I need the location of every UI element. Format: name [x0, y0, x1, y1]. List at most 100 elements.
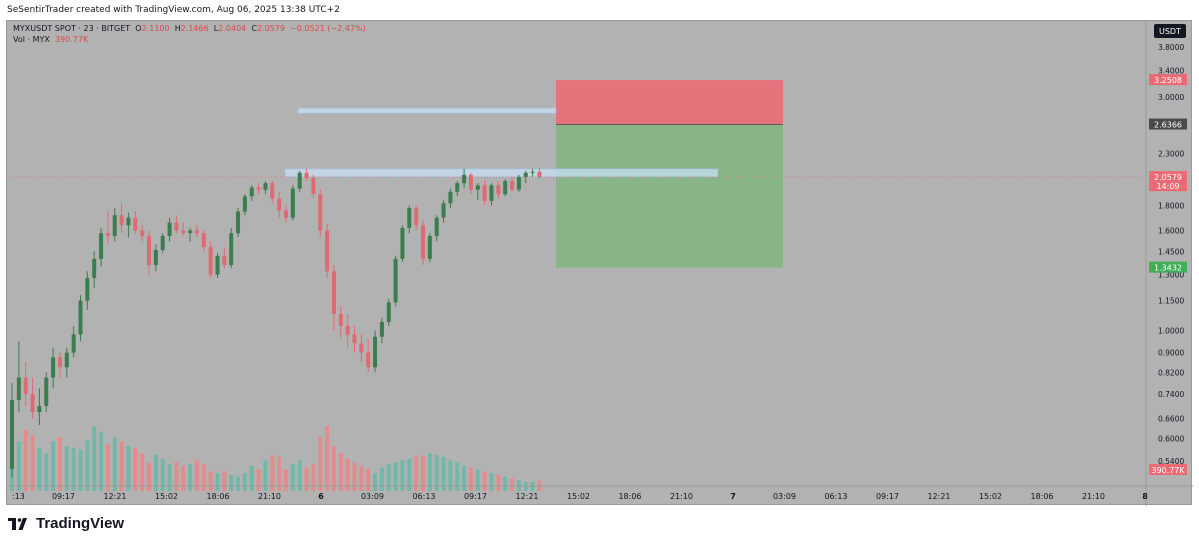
candle-body: [462, 174, 467, 184]
legend-change: −0.0521 (−2.47%): [290, 24, 366, 33]
candle-body: [126, 217, 131, 226]
y-tick-label: 0.5400: [1158, 457, 1184, 466]
volume-bar: [297, 460, 302, 491]
x-tick-label: 18:06: [206, 492, 229, 501]
candle-body: [222, 255, 227, 266]
candle-body: [215, 255, 220, 275]
volume-bar: [112, 437, 117, 491]
volume-bar: [167, 464, 172, 491]
candle-body: [345, 326, 350, 335]
candle-body: [489, 185, 494, 201]
candle-body: [482, 185, 487, 201]
candle-body: [37, 405, 42, 413]
currency-badge: [1154, 24, 1186, 38]
candle-body: [338, 313, 343, 327]
volume-bar: [242, 473, 247, 491]
volume-bar: [331, 446, 336, 491]
volume-bar: [455, 462, 460, 491]
y-tick-label: 3.0000: [1158, 93, 1184, 102]
x-tick-label: 12:21: [927, 492, 950, 501]
candle-body: [414, 207, 419, 226]
candle-body: [160, 235, 165, 250]
candle-body: [105, 233, 110, 236]
candle-body: [407, 207, 412, 228]
candle-body: [263, 183, 268, 190]
legend-low-label: L: [213, 24, 219, 33]
candle-body: [85, 277, 90, 301]
volume-bar: [270, 455, 275, 491]
volume-bar: [208, 471, 213, 491]
x-tick-label: 7: [730, 492, 736, 501]
candle-body: [236, 211, 241, 234]
volume-bar: [414, 456, 419, 491]
volume-bar: [147, 462, 151, 491]
volume-bar: [153, 455, 158, 491]
volume-bar: [284, 469, 288, 491]
candle-body: [44, 377, 49, 406]
volume-bar: [290, 464, 295, 491]
volume-bar: [325, 426, 330, 491]
volume-bar: [510, 478, 515, 491]
legend-high-label: H: [174, 24, 181, 33]
header-credit: SeSentirTrader created with TradingView.…: [7, 5, 340, 15]
x-tick-label: 06:13: [412, 492, 435, 501]
candle-body: [147, 235, 151, 266]
x-tick-label: 21:10: [670, 492, 693, 501]
volume-bar: [229, 474, 234, 491]
candle-body: [386, 302, 391, 322]
candle-body: [379, 321, 384, 337]
volume-bar: [119, 441, 124, 491]
volume-bar: [23, 429, 28, 491]
volume-bar: [188, 464, 193, 491]
candle-body: [468, 174, 473, 190]
candle-body: [318, 194, 323, 231]
candle-body: [119, 215, 124, 226]
candle-body: [448, 191, 453, 204]
candle-body: [208, 247, 213, 275]
candle-body: [112, 215, 117, 236]
volume-bar: [126, 446, 131, 491]
candle-body: [496, 185, 501, 195]
price-chart[interactable]: USDT 3.8000 3.4000 3.0000 2.3000 1.8000 1.6000…: [7, 21, 1193, 506]
x-tick-label: 21:10: [258, 492, 281, 501]
x-tick-label: 18:06: [1030, 492, 1053, 501]
volume-bar: [359, 465, 364, 491]
volume-bar: [140, 453, 145, 491]
y-tick-label: 0.6000: [1158, 435, 1184, 444]
candle-body: [270, 183, 275, 199]
price-label-volume: [1149, 464, 1187, 475]
candle-body: [153, 249, 158, 266]
volume-bar: [174, 462, 179, 491]
y-tick-label: 3.4000: [1158, 67, 1184, 76]
x-tick-label: 09:17: [876, 492, 899, 501]
volume-bar: [434, 455, 439, 491]
candle-body: [57, 357, 62, 368]
candle-body: [441, 203, 446, 218]
volume-bar: [71, 447, 76, 491]
price-label-countdown: 14:09: [1156, 182, 1179, 191]
volume-bar: [30, 435, 35, 491]
x-tick-label: 18:06: [618, 492, 641, 501]
volume-bar: [181, 465, 186, 491]
price-label-target-text: 1.3432: [1154, 264, 1182, 273]
volume-bar: [448, 460, 453, 491]
y-tick-label: 3.8000: [1158, 43, 1184, 52]
candle-body: [242, 196, 247, 212]
volume-bar: [482, 471, 487, 491]
candle-body: [188, 230, 193, 234]
x-tick-label: 09:17: [52, 492, 75, 501]
candle-body: [400, 227, 405, 259]
volume-bar: [16, 441, 21, 491]
legend-open-label: O: [135, 24, 142, 33]
x-tick-label: 12:21: [515, 492, 538, 501]
candle-body: [10, 399, 14, 470]
candle-body: [201, 233, 206, 248]
ohlc-legend: MYXUSDT SPOT · 23 · BITGET O2.1100 H2.14…: [13, 24, 366, 33]
chart-panel[interactable]: USDT 3.8000 3.4000 3.0000 2.3000 1.8000 1.6000…: [6, 20, 1193, 506]
volume-bar: [194, 460, 199, 491]
candle-body: [331, 271, 336, 314]
take-profit-zone: [556, 124, 783, 268]
volume-bar: [338, 453, 343, 491]
volume-bar: [78, 449, 83, 491]
volume-bar: [201, 464, 206, 491]
